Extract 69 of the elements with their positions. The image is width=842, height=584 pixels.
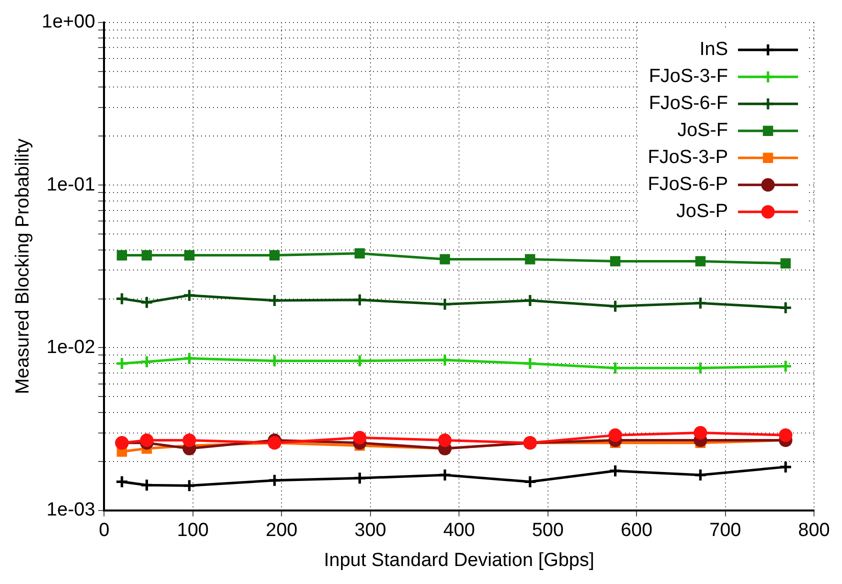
point xyxy=(182,433,196,447)
point xyxy=(608,464,622,478)
point xyxy=(182,478,196,492)
x-tick-label: 0 xyxy=(98,520,110,542)
x-tick-label: 700 xyxy=(709,520,742,542)
legend-label: FJoS-6-P xyxy=(648,174,728,196)
legend-label: FJoS-3-F xyxy=(648,66,728,88)
point xyxy=(778,460,792,474)
point xyxy=(438,298,452,312)
point xyxy=(269,250,280,260)
point xyxy=(780,258,791,269)
legend-label: InS xyxy=(699,39,728,60)
y-axis-title: Measured Blocking Probability xyxy=(12,138,34,394)
point xyxy=(352,471,366,485)
x-tick-label: 400 xyxy=(443,520,475,542)
point xyxy=(694,296,708,310)
point xyxy=(608,299,622,313)
y-tick-label: 1e-02 xyxy=(46,336,96,358)
point xyxy=(140,296,154,310)
x-tick-label: 100 xyxy=(177,520,209,542)
y-tick-label: 1e-03 xyxy=(46,500,96,521)
point xyxy=(694,361,708,375)
point xyxy=(116,250,128,260)
point xyxy=(182,288,196,302)
x-tick-label: 800 xyxy=(798,520,830,542)
point xyxy=(608,428,622,442)
point xyxy=(523,356,537,370)
point xyxy=(524,254,536,264)
point xyxy=(608,361,622,375)
point xyxy=(438,353,452,367)
legend-label: JoS-F xyxy=(677,120,728,142)
point xyxy=(778,428,792,442)
x-tick-label: 200 xyxy=(266,520,298,542)
legend-label: FJoS-6-F xyxy=(648,93,728,114)
point xyxy=(140,478,154,492)
x-tick-label: 300 xyxy=(354,520,386,542)
point xyxy=(182,352,196,366)
point xyxy=(523,294,537,308)
x-tick-label: 500 xyxy=(532,520,564,542)
y-tick-label: 1e-01 xyxy=(46,174,96,196)
point xyxy=(440,254,450,264)
point xyxy=(352,430,366,444)
point xyxy=(695,256,706,266)
point xyxy=(352,293,366,307)
x-axis-title: Input Standard Deviation [Gbps] xyxy=(324,550,594,571)
point xyxy=(142,250,152,260)
point xyxy=(352,354,366,368)
point xyxy=(140,433,154,447)
point xyxy=(115,475,129,489)
point xyxy=(268,474,282,488)
legend-label: FJoS-3-P xyxy=(648,147,728,168)
point xyxy=(778,301,792,315)
x-tick-label: 600 xyxy=(620,520,652,542)
point xyxy=(115,292,129,306)
y-tick-label: 1e+00 xyxy=(42,12,96,33)
point xyxy=(140,355,154,369)
point xyxy=(184,250,194,260)
legend-label: JoS-P xyxy=(676,201,728,222)
point xyxy=(438,468,452,482)
point xyxy=(354,248,365,259)
point xyxy=(268,294,282,308)
point xyxy=(610,256,620,266)
point xyxy=(115,356,129,370)
point xyxy=(778,359,792,373)
point xyxy=(523,475,537,489)
point xyxy=(694,468,708,482)
point xyxy=(438,433,452,447)
point xyxy=(268,354,282,368)
point xyxy=(694,426,708,440)
